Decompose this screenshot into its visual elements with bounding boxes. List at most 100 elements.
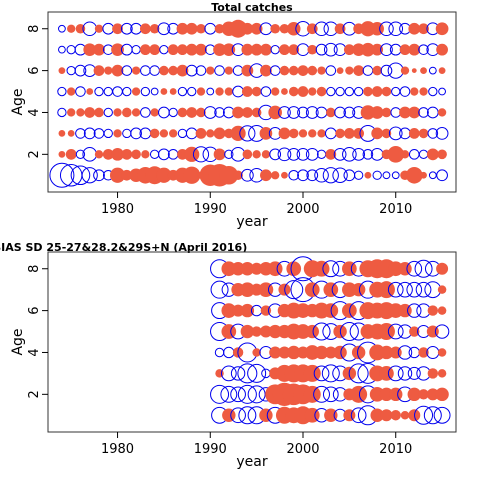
bubble-negative xyxy=(247,363,267,383)
bubble-positive xyxy=(259,127,273,140)
bubble-negative xyxy=(406,281,423,298)
bubble-positive xyxy=(408,128,420,139)
bubble-positive xyxy=(308,129,317,138)
bubble-positive xyxy=(288,65,299,76)
bubble-negative xyxy=(387,281,404,298)
bubble-negative xyxy=(428,86,438,97)
bubble-negative xyxy=(140,107,151,118)
bubble-negative xyxy=(239,125,256,142)
bubble-negative xyxy=(94,86,104,97)
bubble-negative xyxy=(75,149,86,159)
bubble-positive xyxy=(326,107,336,118)
bubble-positive xyxy=(400,150,410,159)
bubble-positive xyxy=(196,87,206,96)
y-tick-label: 8 xyxy=(27,265,42,273)
bubble-negative xyxy=(149,65,160,76)
bubble-negative xyxy=(81,167,98,184)
bubble-negative xyxy=(343,106,356,119)
bubble-negative xyxy=(70,165,91,186)
bubble-positive xyxy=(343,44,355,56)
bubble-positive xyxy=(288,128,299,139)
bubble-positive xyxy=(281,88,288,95)
x-axis-title: year xyxy=(236,454,267,470)
bubble-positive xyxy=(279,65,290,76)
bubble-positive xyxy=(334,23,346,35)
bubble-positive xyxy=(213,43,226,57)
bubble-positive xyxy=(303,364,321,382)
bubble-positive xyxy=(176,22,189,35)
bubble-positive xyxy=(269,346,282,359)
bubble-positive xyxy=(343,128,355,139)
bubble-negative xyxy=(120,22,133,35)
bubble-positive xyxy=(379,366,394,381)
bubble-positive xyxy=(379,387,394,402)
bubble-negative xyxy=(436,169,448,182)
bubble-positive xyxy=(305,324,319,339)
bubble-negative xyxy=(433,406,451,424)
bubble-positive xyxy=(405,166,423,184)
x-tick-label: 1990 xyxy=(194,202,227,217)
bubble-negative xyxy=(232,65,244,76)
bubble-negative xyxy=(237,384,257,404)
bubble-positive xyxy=(418,389,429,400)
x-tick-label: 1980 xyxy=(101,202,134,217)
bubble-negative xyxy=(185,127,198,140)
bubble-positive xyxy=(219,165,239,185)
x-axis: 1980 1990 2000 2010 xyxy=(101,432,412,457)
bubble-negative xyxy=(314,167,329,183)
bubble-positive xyxy=(230,125,246,141)
bubble-negative xyxy=(438,87,446,96)
bubble-positive xyxy=(222,408,236,422)
bubble-negative xyxy=(362,65,374,76)
bubble-positive xyxy=(377,323,395,341)
bubble-positive xyxy=(240,303,255,318)
bubble-positive xyxy=(229,19,248,38)
bubble-positive xyxy=(427,305,439,316)
bubble-positive xyxy=(407,387,421,402)
bubble-positive xyxy=(131,149,141,160)
bubble-positive xyxy=(93,43,105,56)
bubble-positive xyxy=(381,128,392,139)
bubble-negative xyxy=(130,127,142,140)
bubble-positive xyxy=(435,22,449,36)
bubble-negative xyxy=(195,65,207,76)
bubble-positive xyxy=(215,87,224,96)
bubble-positive xyxy=(149,44,161,56)
bubble-negative xyxy=(418,44,429,55)
bubble-positive xyxy=(278,346,291,359)
bubble-positive xyxy=(111,43,124,57)
bubble-negative xyxy=(388,21,404,37)
bubble-positive xyxy=(169,129,178,138)
bubble-negative xyxy=(57,107,67,118)
bubble-positive xyxy=(370,408,384,422)
bubble-negative xyxy=(408,149,420,160)
bubble-negative xyxy=(270,45,280,55)
bubble-negative xyxy=(288,169,300,181)
bubble-positive xyxy=(437,108,447,117)
bubble-positive xyxy=(288,86,299,97)
bubble-negative xyxy=(168,107,178,118)
bubble-negative xyxy=(112,86,123,97)
panel-title: Total catches xyxy=(211,1,293,14)
bubble-negative xyxy=(74,64,87,77)
bubble-positive xyxy=(240,324,255,339)
bubble-positive xyxy=(350,385,368,403)
bubble-negative xyxy=(284,280,304,300)
x-tick-label: 1980 xyxy=(101,442,134,457)
bubble-negative xyxy=(57,86,67,97)
panel-total-catches: Total catches 1980 1990 2000 2010 2 4 6 8 year… xyxy=(10,1,457,230)
bubble-positive xyxy=(381,107,392,118)
bubble-negative xyxy=(210,280,229,299)
bubble-positive xyxy=(400,66,410,75)
bubble-positive xyxy=(380,409,393,422)
bubble-negative xyxy=(102,22,115,35)
bubble-positive xyxy=(317,129,326,138)
y-tick-label: 8 xyxy=(27,25,42,33)
bubble-positive xyxy=(184,146,200,162)
bubble-negative xyxy=(372,170,382,180)
x-axis: 1980 1990 2000 2010 xyxy=(101,192,412,217)
bubble-negative xyxy=(408,346,420,359)
bubble-positive xyxy=(298,129,308,138)
bubble-positive xyxy=(65,148,77,160)
y-tick-label: 2 xyxy=(27,150,42,158)
